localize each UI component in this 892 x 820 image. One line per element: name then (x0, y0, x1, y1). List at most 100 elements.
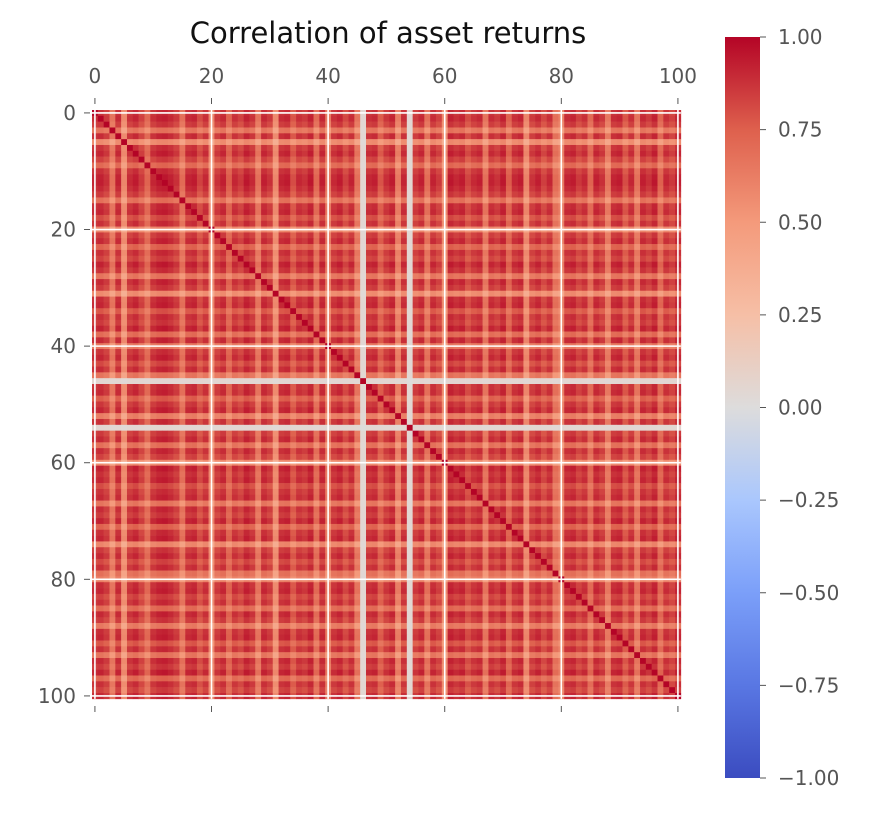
heatmap-cell (231, 331, 239, 338)
heatmap-cell (354, 378, 361, 385)
heatmap-cell (610, 203, 617, 210)
heatmap-cell (593, 319, 600, 327)
heatmap-cell (640, 314, 647, 321)
heatmap-cell (505, 162, 513, 169)
heatmap-cell (552, 284, 559, 292)
heatmap-cell (202, 378, 209, 385)
heatmap-cell (511, 360, 518, 367)
heatmap-cell (505, 284, 513, 292)
heatmap-cell (476, 162, 483, 169)
heatmap-cell (284, 168, 291, 175)
heatmap-cell (465, 331, 472, 338)
heatmap-cell (115, 337, 122, 344)
heatmap-cell (395, 337, 402, 344)
heatmap-cell (301, 331, 309, 338)
heatmap-cell (564, 384, 571, 391)
heatmap-cell (430, 150, 437, 157)
heatmap-cell (540, 366, 548, 373)
heatmap-cell (435, 255, 443, 262)
heatmap-cell (488, 261, 495, 268)
heatmap-cell (395, 384, 402, 391)
heatmap-cell (552, 319, 559, 327)
heatmap-cell (430, 244, 437, 251)
heatmap-cell (494, 121, 501, 128)
heatmap-cell (377, 197, 384, 204)
heatmap-cell (546, 384, 553, 391)
heatmap-cell (290, 366, 297, 373)
heatmap-cell (622, 133, 629, 140)
heatmap-cell (605, 296, 612, 303)
heatmap-cell (400, 220, 408, 227)
heatmap-cell (383, 319, 390, 327)
heatmap-cell (249, 209, 256, 216)
heatmap-cell (535, 203, 542, 210)
heatmap-cell (366, 209, 373, 216)
heatmap-cell (581, 179, 588, 187)
heatmap-cell (226, 360, 233, 367)
heatmap-cell (564, 378, 571, 385)
heatmap-cell (529, 185, 536, 192)
heatmap-cell (272, 314, 279, 321)
heatmap-cell (418, 378, 425, 385)
heatmap-cell (290, 261, 297, 268)
heatmap-cell (144, 156, 151, 163)
heatmap-cell (412, 197, 419, 204)
heatmap-cell (494, 203, 501, 210)
heatmap-cell (115, 331, 122, 338)
heatmap-cell (115, 185, 122, 192)
heatmap-cell (610, 290, 617, 297)
heatmap-cell (447, 162, 454, 169)
heatmap-cell (377, 249, 384, 257)
heatmap-cell (185, 261, 192, 268)
heatmap-cell (220, 238, 227, 245)
heatmap-cell (313, 185, 320, 192)
heatmap-cell (610, 384, 617, 391)
heatmap-cell (395, 244, 402, 251)
heatmap-cell (191, 360, 198, 367)
heatmap-cell (610, 162, 617, 169)
heatmap-cell (663, 261, 670, 268)
heatmap-cell (360, 395, 367, 402)
heatmap-cell (231, 349, 239, 356)
heatmap-cell (383, 232, 390, 239)
heatmap-cell (313, 232, 320, 239)
heatmap-cell (202, 366, 209, 373)
heatmap-cell (261, 325, 268, 332)
heatmap-cell (132, 144, 139, 152)
heatmap-cell (447, 360, 454, 367)
heatmap-cell (237, 378, 244, 385)
heatmap-cell (505, 302, 513, 309)
heatmap-cell (150, 191, 157, 198)
heatmap-cell (546, 366, 553, 373)
heatmap-cell (126, 296, 134, 303)
heatmap-cell (599, 290, 606, 297)
heatmap-cell (395, 191, 402, 198)
heatmap-cell (529, 290, 536, 297)
heatmap-cell (535, 261, 542, 268)
heatmap-cell (354, 197, 361, 204)
heatmap-cell (406, 325, 413, 332)
heatmap-cell (523, 308, 530, 315)
heatmap-cell (400, 302, 408, 309)
heatmap-cell (383, 372, 390, 379)
heatmap-cell (645, 185, 652, 192)
heatmap-cell (540, 174, 548, 181)
heatmap-cell (406, 389, 413, 396)
heatmap-cell (505, 127, 513, 134)
heatmap-cell (278, 209, 285, 216)
heatmap-cell (453, 244, 460, 251)
heatmap-cell (482, 127, 489, 134)
heatmap-cell (494, 150, 501, 157)
heatmap-cell (517, 284, 524, 292)
heatmap-cell (494, 314, 501, 321)
heatmap-cell (231, 366, 239, 373)
heatmap-cell (173, 174, 180, 181)
heatmap-cell (360, 179, 367, 187)
heatmap-cell (319, 279, 326, 286)
heatmap-cell (628, 302, 635, 309)
heatmap-cell (605, 249, 612, 257)
heatmap-cell (138, 144, 145, 152)
heatmap-cell (663, 238, 670, 245)
heatmap-cell (564, 150, 571, 157)
heatmap-cell (599, 249, 606, 257)
